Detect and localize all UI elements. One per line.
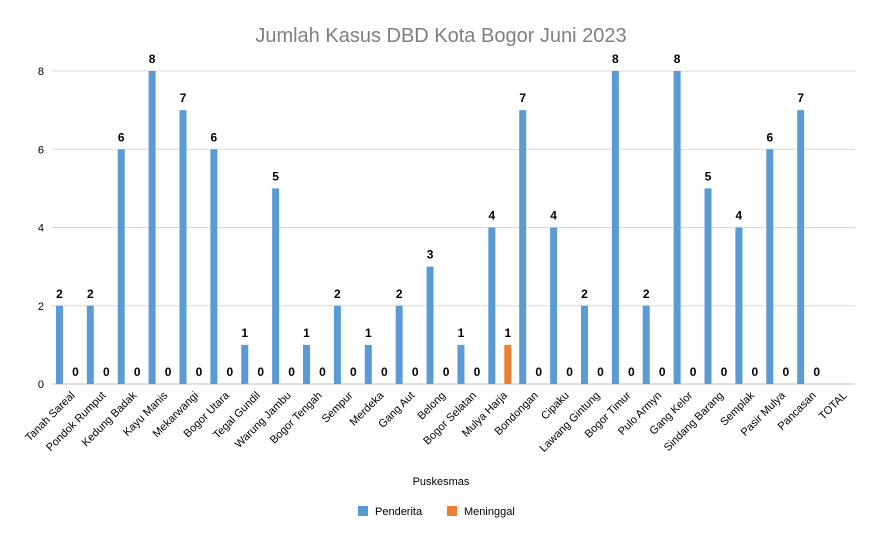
data-label: 0 (535, 365, 542, 379)
data-label: 3 (427, 248, 434, 262)
data-label: 8 (612, 52, 619, 66)
data-label: 1 (303, 326, 310, 340)
bar-penderita (210, 149, 218, 384)
bar-penderita (642, 305, 650, 384)
data-label: 0 (721, 365, 728, 379)
data-label: 6 (118, 130, 125, 144)
data-label: 7 (519, 91, 526, 105)
data-label: 5 (272, 169, 279, 183)
data-label: 0 (690, 365, 697, 379)
data-label: 0 (257, 365, 264, 379)
data-label: 4 (736, 209, 743, 223)
data-label: 0 (350, 365, 357, 379)
data-label: 0 (412, 365, 419, 379)
data-label: 8 (149, 52, 156, 66)
data-label: 0 (319, 365, 326, 379)
data-label: 0 (103, 365, 110, 379)
legend: Penderita Meninggal (358, 506, 515, 518)
data-label: 0 (813, 365, 820, 379)
data-label: 1 (241, 326, 248, 340)
bar-meninggal (504, 344, 512, 384)
data-label: 2 (87, 287, 94, 301)
x-tick-label: TOTAL (817, 390, 850, 423)
bar-penderita (550, 227, 558, 384)
data-label: 0 (566, 365, 573, 379)
bar-penderita (426, 266, 434, 384)
legend-swatch-penderita (358, 506, 368, 516)
bar-penderita (797, 110, 805, 384)
data-label: 1 (365, 326, 372, 340)
bar-penderita (488, 227, 496, 384)
y-tick-label: 0 (38, 379, 44, 391)
bar-penderita (673, 71, 681, 384)
data-label: 2 (643, 287, 650, 301)
bar-penderita (364, 344, 372, 384)
bar-penderita (333, 305, 341, 384)
legend-label: Meninggal (464, 506, 515, 518)
bar-penderita (580, 305, 588, 384)
data-label: 7 (180, 91, 187, 105)
data-label: 5 (705, 169, 712, 183)
bar-penderita (179, 110, 187, 384)
bar-penderita (117, 149, 125, 384)
data-label: 2 (396, 287, 403, 301)
bar-penderita (519, 110, 527, 384)
y-tick-label: 6 (38, 144, 44, 156)
data-label: 0 (72, 365, 79, 379)
bar-penderita (55, 305, 63, 384)
data-label: 4 (488, 209, 495, 223)
y-tick-label: 2 (38, 301, 44, 313)
legend-swatch-meninggal (447, 506, 457, 516)
data-label: 0 (659, 365, 666, 379)
bar-penderita (395, 305, 403, 384)
y-axis-ticks: 0 2 4 6 8 (38, 66, 44, 391)
data-label: 0 (165, 365, 172, 379)
data-label: 4 (550, 209, 557, 223)
x-axis-title: Puskesmas (413, 476, 470, 488)
data-label: 1 (504, 326, 511, 340)
x-tick-label: Kedung Badak (80, 389, 140, 449)
data-label: 0 (227, 365, 234, 379)
data-label: 2 (581, 287, 588, 301)
bar-penderita (611, 71, 619, 384)
y-tick-label: 4 (38, 223, 44, 235)
data-label: 0 (628, 365, 635, 379)
data-labels: 2020608070601050102010203010417040208020… (56, 52, 820, 379)
bar-penderita (272, 188, 280, 384)
bar-penderita (148, 71, 156, 384)
bars (55, 71, 805, 384)
bar-penderita (303, 344, 311, 384)
data-label: 0 (752, 365, 759, 379)
data-label: 1 (458, 326, 465, 340)
data-label: 8 (674, 52, 681, 66)
data-label: 0 (474, 365, 481, 379)
data-label: 0 (134, 365, 141, 379)
y-tick-label: 8 (38, 66, 44, 78)
data-label: 7 (797, 91, 804, 105)
data-label: 6 (766, 130, 773, 144)
bar-penderita (241, 344, 249, 384)
bar-penderita (457, 344, 465, 384)
bar-penderita (766, 149, 774, 384)
data-label: 0 (196, 365, 203, 379)
data-label: 2 (56, 287, 63, 301)
gridlines (52, 70, 855, 385)
data-label: 2 (334, 287, 341, 301)
data-label: 0 (597, 365, 604, 379)
legend-label: Penderita (375, 506, 423, 518)
data-label: 0 (288, 365, 295, 379)
data-label: 0 (381, 365, 388, 379)
bar-penderita (704, 188, 712, 384)
bar-penderita (735, 227, 743, 384)
chart-title: Jumlah Kasus DBD Kota Bogor Juni 2023 (255, 25, 626, 47)
data-label: 0 (443, 365, 450, 379)
bar-penderita (86, 305, 94, 384)
data-label: 6 (211, 130, 218, 144)
data-label: 0 (782, 365, 789, 379)
